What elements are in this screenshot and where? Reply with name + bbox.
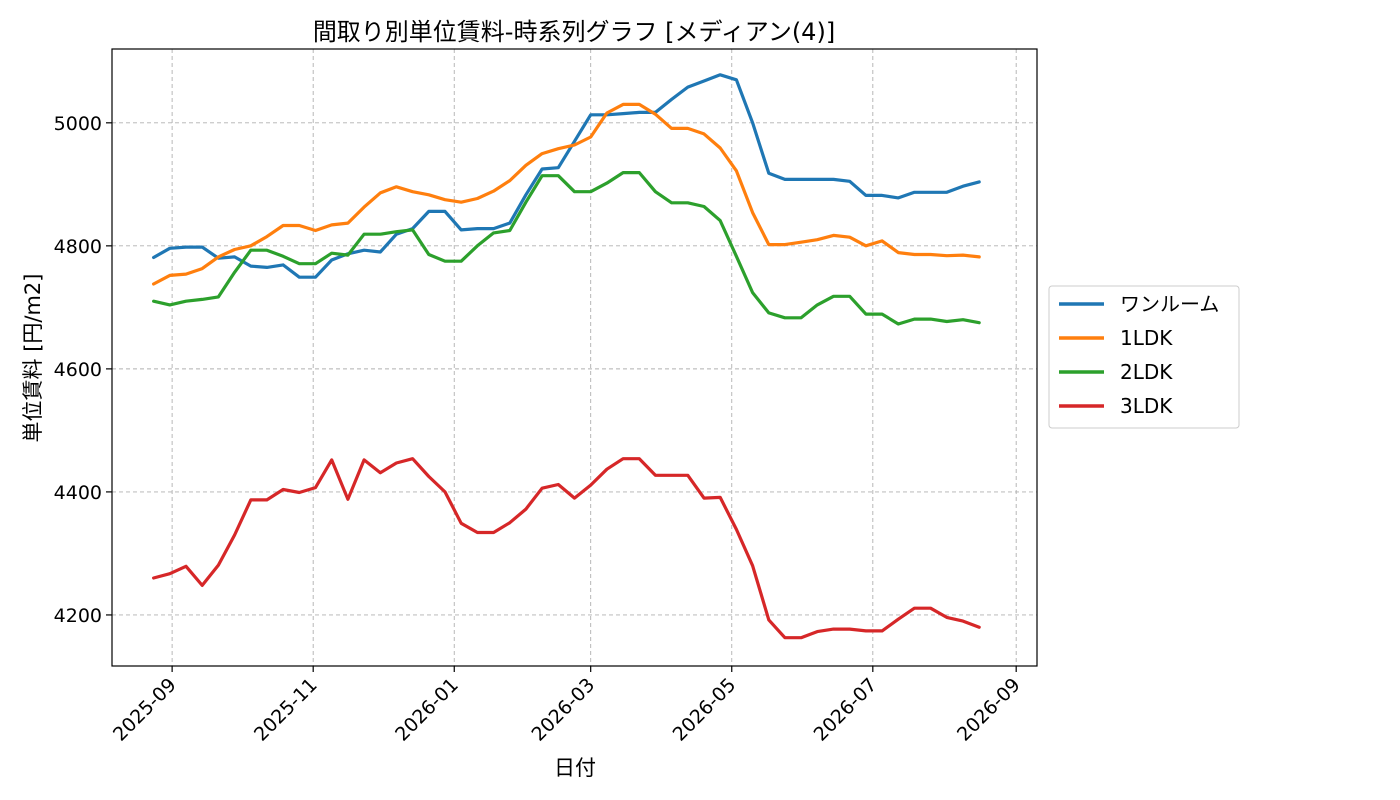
y-tick-label: 4600 bbox=[54, 359, 102, 381]
legend-label: ワンルーム bbox=[1120, 292, 1219, 316]
series-line bbox=[152, 102, 981, 286]
y-tick-label: 4800 bbox=[54, 236, 102, 258]
x-tick-label: 2026-01 bbox=[391, 674, 463, 746]
x-tick-label: 2026-07 bbox=[810, 674, 882, 746]
axis-ticks: 4200 4400 4600 4800 5000 2025-09 2025-11 2026-0… bbox=[54, 113, 1025, 746]
x-tick-label: 2025-09 bbox=[109, 674, 181, 746]
y-axis-label: 単位賃料 [円/m2] bbox=[21, 274, 45, 443]
x-tick-label: 2025-11 bbox=[250, 674, 322, 746]
legend-box bbox=[1048, 285, 1240, 429]
legend: ワンルーム 1LDK 2LDK 3LDK bbox=[1048, 285, 1240, 429]
series-line bbox=[152, 457, 981, 640]
series-line bbox=[152, 171, 981, 326]
grid bbox=[112, 49, 1037, 666]
y-tick-label: 4400 bbox=[54, 482, 102, 504]
x-tick-label: 2026-09 bbox=[953, 674, 1025, 746]
plot-frame bbox=[111, 48, 1038, 667]
y-tick-label: 5000 bbox=[54, 113, 102, 135]
x-tick-label: 2026-03 bbox=[528, 674, 600, 746]
series-line bbox=[152, 73, 981, 279]
legend-label: 1LDK bbox=[1120, 326, 1173, 350]
chart-title: 間取り別単位賃料-時系列グラフ [メディアン(4)] bbox=[313, 18, 835, 46]
x-axis-label: 日付 bbox=[554, 756, 596, 780]
x-tick-label: 2026-05 bbox=[669, 674, 741, 746]
legend-label: 3LDK bbox=[1120, 394, 1173, 418]
series-lines bbox=[152, 73, 981, 640]
legend-label: 2LDK bbox=[1120, 360, 1173, 384]
y-tick-label: 4200 bbox=[54, 605, 102, 627]
